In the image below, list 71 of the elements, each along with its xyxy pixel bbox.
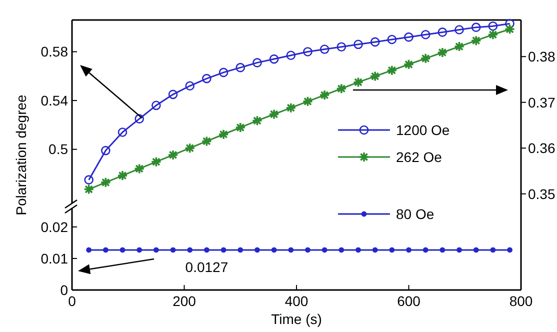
y2-tick-label: 0.35 [528, 186, 556, 202]
point [320, 44, 330, 54]
x-tick-label: 400 [284, 293, 308, 309]
point [437, 47, 448, 58]
x-axis-title: Time (s) [271, 311, 322, 327]
point [454, 25, 464, 34]
point [134, 163, 145, 174]
legend-label: 262 Oe [396, 148, 442, 165]
y-tick-label: 0.54 [40, 92, 68, 108]
point [218, 128, 229, 140]
point [234, 122, 246, 133]
y2-tick-label: 0.36 [528, 140, 556, 156]
y-tick-label: 0.58 [40, 44, 68, 60]
point [386, 64, 398, 76]
point [387, 34, 397, 44]
y-tick-label: 0 [60, 282, 68, 298]
y-tick-label: 0.02 [40, 218, 68, 235]
point [420, 53, 431, 64]
point [101, 146, 110, 156]
x-tick-label: 600 [397, 293, 421, 309]
point [403, 58, 414, 70]
point [150, 156, 162, 168]
point [354, 40, 363, 50]
point [202, 74, 212, 84]
legend-label: 1200 Oe [396, 122, 450, 138]
point [269, 54, 279, 64]
point [252, 58, 262, 68]
point [184, 142, 196, 154]
point [504, 24, 516, 35]
point [218, 68, 228, 78]
point [470, 35, 482, 46]
point [336, 42, 346, 52]
point [488, 29, 498, 40]
point [370, 70, 380, 82]
point [471, 22, 481, 32]
point [83, 184, 94, 195]
point [236, 62, 246, 72]
point [454, 41, 465, 52]
point [152, 100, 161, 110]
point [286, 50, 296, 60]
point [438, 28, 448, 37]
x-tick-label: 200 [172, 293, 196, 309]
point [185, 81, 195, 91]
point [252, 115, 263, 126]
point [370, 37, 380, 47]
point [404, 32, 414, 42]
y-axis-title: Polarization degree [13, 94, 29, 216]
x-tick-label: 800 [509, 293, 533, 309]
y2-tick-label: 0.38 [528, 48, 556, 64]
point [168, 150, 178, 160]
point [100, 177, 112, 188]
point [201, 136, 212, 147]
point [268, 108, 280, 120]
point [285, 102, 296, 114]
point [117, 170, 128, 181]
point [302, 96, 314, 107]
y-tick-label: 0.5 [48, 141, 68, 158]
point [84, 175, 94, 184]
point [319, 90, 330, 100]
point [303, 47, 312, 56]
point [352, 76, 364, 88]
point [134, 114, 144, 124]
point [488, 21, 498, 31]
y2-tick-label: 0.37 [528, 94, 556, 110]
y-tick-label: 0.01 [40, 250, 68, 266]
legend-label: 80 Oe [396, 206, 434, 222]
point [336, 83, 347, 94]
point [420, 30, 430, 40]
point [168, 90, 178, 100]
point [118, 128, 128, 137]
annotation: 0.0127 [185, 259, 228, 275]
